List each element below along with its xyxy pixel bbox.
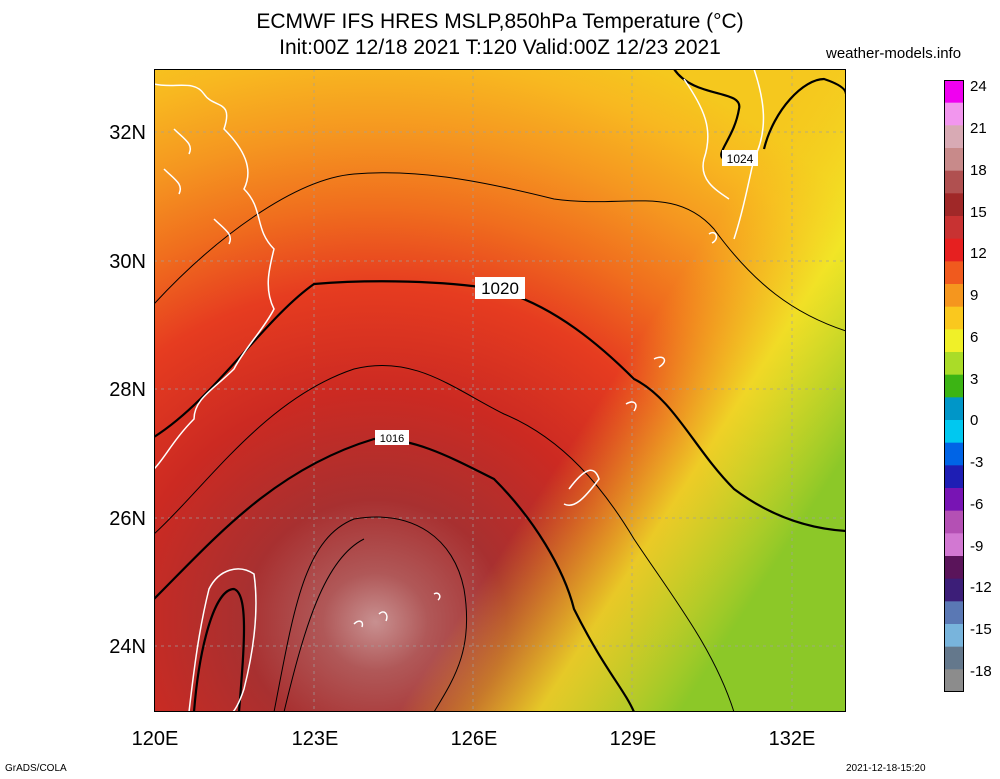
colorbar-tick-label: 21 [970,120,987,138]
colorbar-tick-label: 15 [970,203,987,221]
lat-label-28n: 28N [109,379,146,401]
colorbar-segment [944,442,964,466]
colorbar-segment [944,510,964,534]
colorbar-segment [944,556,964,580]
lat-label-30n: 30N [109,251,146,273]
colorbar-tick-label: -3 [970,454,984,472]
colorbar-segment [944,329,964,353]
colorbar-tick-label: 9 [970,287,979,305]
isobar-label-1016-text: 1016 [380,433,404,445]
colorbar-tick-label: -12 [970,579,992,597]
colorbar-segment [944,125,964,149]
colorbar-segment [944,170,964,194]
isobar-label-1024-text: 1024 [727,152,754,166]
colorbar-segment [944,284,964,308]
map-frame [154,69,846,712]
colorbar-segment [944,238,964,262]
footer-timestamp: 2021-12-18-15:20 [846,763,926,774]
colorbar-segment [944,261,964,285]
colorbar-segment [944,102,964,126]
colorbar-segment [944,624,964,648]
chart-title: ECMWF IFS HRES MSLP,850hPa Temperature (… [256,10,744,33]
colorbar-tick-label: 18 [970,161,987,179]
map-field-northeast [154,69,846,712]
isobar-label-1016: 1016 [375,430,409,445]
lat-label-26n: 26N [109,508,146,530]
colorbar-tick-label: 6 [970,328,979,346]
isobar-label-1020-text: 1020 [481,279,519,298]
colorbar-tick-label: 0 [970,412,979,430]
colorbar-tick-label: 24 [970,78,987,96]
lon-label-126e: 126E [450,728,498,750]
colorbar-segment [944,420,964,444]
colorbar-tick-label: 12 [970,245,987,263]
colorbar-segment [944,80,964,104]
isobars [154,69,846,712]
isobar-label-1024: 1024 [722,150,758,166]
colorbar-segment [944,216,964,240]
colorbar-segment [944,374,964,398]
temperature-map: 1024 1020 1016 [154,69,846,712]
lon-label-120e: 120E [131,728,179,750]
colorbar-segment [944,533,964,557]
colorbar-segment [944,669,964,692]
lon-label-132e: 132E [768,728,816,750]
colorbar-segment [944,646,964,670]
lat-label-32n: 32N [109,122,146,144]
colorbar-segment [944,193,964,217]
colorbar-tick-label: -18 [970,662,992,680]
temperature-colorbar [944,80,964,692]
colorbar-segment [944,352,964,376]
lat-label-24n: 24N [109,636,146,658]
coastlines [154,69,765,712]
site-watermark: weather-models.info [826,45,962,62]
lon-label-123e: 123E [291,728,339,750]
map-grid [154,69,846,712]
colorbar-segment [944,578,964,602]
colorbar-segment [944,397,964,421]
isobar-label-1020: 1020 [475,277,525,299]
colorbar-segment [944,306,964,330]
chart-subtitle: Init:00Z 12/18 2021 T:120 Valid:00Z 12/2… [279,36,721,59]
colorbar-tick-label: -9 [970,537,984,555]
colorbar-tick-label: -15 [970,621,992,639]
colorbar-segment [944,601,964,625]
colorbar-tick-label: -6 [970,495,984,513]
colorbar-frame [944,80,964,692]
lon-label-129e: 129E [609,728,657,750]
footer-software: GrADS/COLA [5,763,67,774]
colorbar-segment [944,488,964,512]
colorbar-segment [944,465,964,489]
colorbar-segment [944,148,964,172]
colorbar-tick-label: 3 [970,370,979,388]
